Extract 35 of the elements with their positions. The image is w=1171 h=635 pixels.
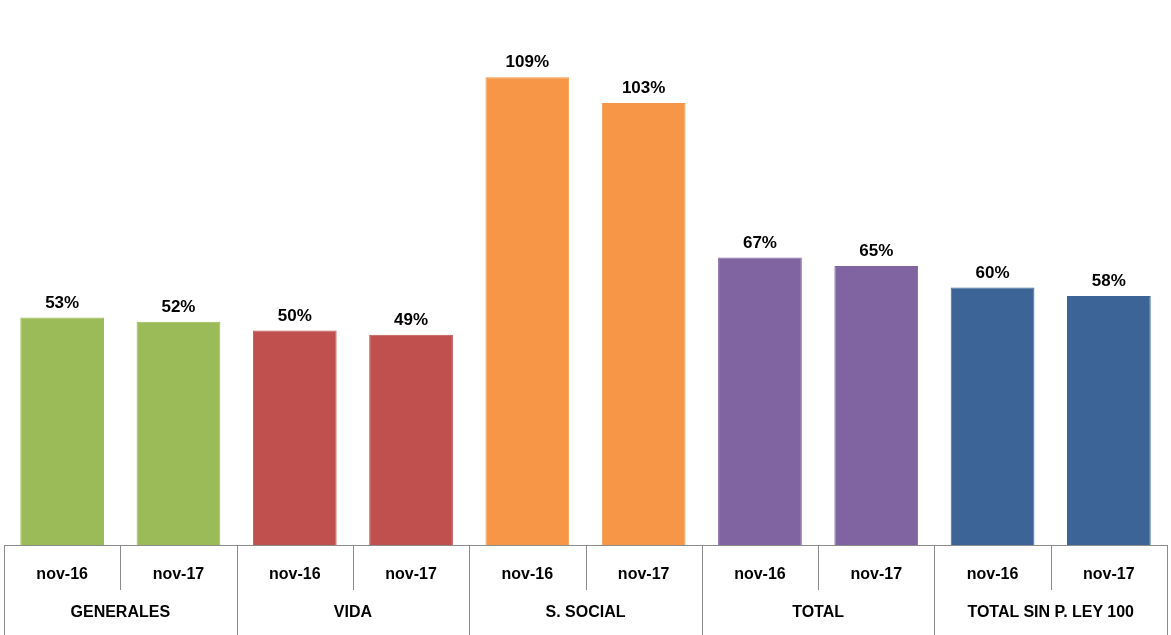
x-tick-label: nov-16 xyxy=(501,565,554,583)
bar xyxy=(718,257,802,545)
x-tick-label: nov-17 xyxy=(385,565,437,583)
x-tick-label: nov-17 xyxy=(850,565,903,583)
data-label: 67% xyxy=(742,232,777,252)
data-label: 49% xyxy=(394,309,429,329)
x-tick-label: nov-17 xyxy=(617,565,670,583)
text: TOTAL xyxy=(792,602,845,620)
data-label: 109% xyxy=(505,52,550,72)
bar xyxy=(601,102,686,545)
data-label: 60% xyxy=(975,262,1010,282)
bar xyxy=(136,321,221,545)
x-tick-label: nov-16 xyxy=(734,565,786,583)
x-tick-label: nov-16 xyxy=(966,565,1019,583)
x-tick-label: nov-16 xyxy=(36,565,89,583)
bar xyxy=(252,330,337,545)
text: VIDA xyxy=(333,602,373,620)
text: S. SOCIAL xyxy=(545,602,626,620)
data-label: 65% xyxy=(859,241,894,261)
data-label: 103% xyxy=(621,78,666,98)
data-label: 52% xyxy=(161,297,196,317)
text: TOTAL SIN P. LEY 100 xyxy=(967,602,1135,620)
bar xyxy=(1066,296,1151,545)
bar xyxy=(369,334,453,545)
x-tick-label: nov-17 xyxy=(1083,565,1135,583)
bar xyxy=(20,317,105,545)
data-label: 58% xyxy=(1091,271,1126,291)
x-tick-label: nov-16 xyxy=(268,565,321,583)
data-label: 50% xyxy=(277,305,312,325)
bar xyxy=(485,77,570,545)
data-label: 53% xyxy=(45,292,80,312)
x-tick-label: nov-17 xyxy=(152,565,205,583)
bar xyxy=(950,287,1035,545)
bar xyxy=(834,266,919,545)
text: GENERALES xyxy=(70,602,171,620)
